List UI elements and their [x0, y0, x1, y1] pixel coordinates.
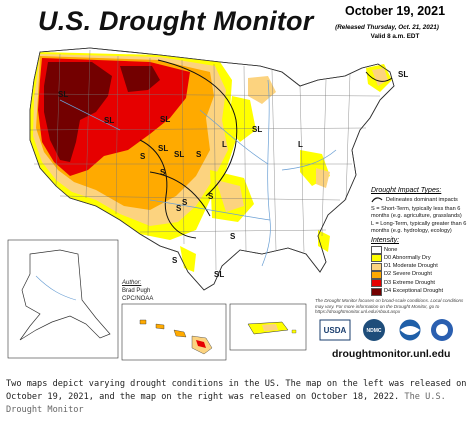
puerto-rico-inset-frame	[229, 303, 307, 351]
impact-type-label: S	[172, 256, 178, 265]
impact-legend-short-term: S = Short-Term, typically less than 6 mo…	[371, 206, 462, 219]
intensity-label: D3 Extreme Drought	[384, 279, 435, 286]
intensity-label: D1 Moderate Drought	[384, 263, 438, 270]
release-date: (Released Thursday, Oct. 21, 2021)	[335, 24, 439, 31]
map-title: U.S. Drought Monitor	[38, 6, 314, 36]
author-name: Brad Pugh	[122, 288, 151, 294]
drought-monitor-note: The Drought Monitor focuses on broad-sca…	[315, 298, 464, 315]
intensity-swatch	[371, 279, 382, 288]
impact-type-label: SL	[104, 116, 115, 125]
intensity-label: D0 Abnormally Dry	[384, 254, 431, 261]
noaa-logo	[398, 318, 422, 342]
caption-text: Two maps depict varying drought conditio…	[6, 379, 467, 402]
drought-map: USDA NDMC	[7, 47, 453, 361]
impact-legend-title: Drought Impact Types:	[371, 187, 442, 194]
impact-type-label: SL	[214, 270, 225, 279]
intensity-swatch	[371, 270, 382, 279]
intensity-swatch	[371, 262, 382, 271]
website-link[interactable]: droughtmonitor.unl.edu	[332, 348, 451, 360]
impact-type-label: L	[222, 140, 227, 149]
author-block: Author: Brad Pugh CPC/NOAA	[122, 279, 153, 303]
svg-text:NDMC: NDMC	[367, 328, 382, 334]
hawaii-inset-frame	[121, 303, 227, 361]
impact-type-label: S	[176, 204, 182, 213]
impact-type-label: S	[160, 168, 166, 177]
impact-type-label: SL	[158, 144, 169, 153]
impact-type-label: SL	[252, 125, 263, 134]
author-org: CPC/NOAA	[122, 296, 154, 302]
impact-type-label: S	[230, 232, 236, 241]
usda-logo: USDA	[319, 319, 351, 341]
impact-type-label: S	[196, 150, 202, 159]
impact-type-label: SL	[160, 115, 171, 124]
caption: Two maps depict varying drought conditio…	[6, 378, 468, 417]
intensity-legend-title: Intensity:	[371, 237, 400, 244]
map-date: October 19, 2021	[344, 4, 446, 18]
impact-legend-dominant: Delineates dominant impacts	[386, 197, 458, 203]
doc-logo	[431, 319, 453, 341]
svg-text:USDA: USDA	[324, 326, 347, 335]
dominant-line-icon	[371, 197, 383, 203]
impact-type-label: L	[298, 140, 303, 149]
impact-type-label: S	[140, 152, 146, 161]
impact-type-label: S	[208, 192, 214, 201]
intensity-label: D4 Exceptional Drought	[384, 288, 444, 294]
impact-legend-long-term: L = Long-Term, typically greater than 6 …	[371, 221, 467, 234]
intensity-swatch	[371, 287, 382, 296]
impact-type-label: S	[182, 198, 188, 207]
caption-credit: The U.S. Drought Monitor	[6, 392, 446, 415]
impact-type-label: SL	[398, 70, 409, 79]
intensity-label: D2 Severe Drought	[384, 271, 432, 278]
valid-time: Valid 8 a.m. EDT	[370, 33, 420, 40]
intensity-swatch	[371, 254, 382, 263]
impact-type-label: SL	[58, 90, 69, 99]
intensity-label: None	[384, 246, 398, 253]
alaska-outline	[19, 249, 111, 341]
author-title: Author:	[122, 280, 142, 286]
intensity-swatch	[371, 246, 382, 254]
impact-type-label: SL	[174, 150, 185, 159]
ndmc-logo: NDMC	[363, 319, 385, 341]
